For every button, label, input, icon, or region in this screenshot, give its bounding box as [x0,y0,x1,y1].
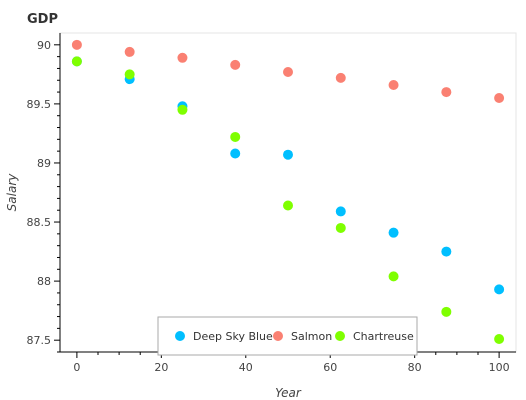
x-tick-label: 100 [489,361,510,374]
chart-title: GDP [27,12,58,27]
data-point [230,148,241,159]
y-tick-label: 89.5 [27,98,52,111]
data-point [494,334,505,345]
legend: Deep Sky Blue Salmon Chartreuse [157,316,418,356]
x-axis-title: Year [275,386,302,400]
data-point [388,271,399,282]
data-point [177,104,188,115]
data-point [388,79,399,90]
data-point [494,92,505,103]
data-point [124,46,135,57]
data-point [441,246,452,257]
legend-label: Chartreuse [353,330,414,343]
data-point [283,200,293,211]
data-point [230,131,241,142]
y-tick-label: 87.5 [27,334,52,347]
data-point [494,284,505,295]
data-point [335,206,346,217]
data-point [124,69,135,80]
data-point [335,222,346,233]
data-point [283,149,293,160]
y-axis-title: Salary [5,173,19,212]
y-tick-label: 88 [37,275,51,288]
data-point [177,52,188,63]
x-tick-label: 0 [73,361,80,374]
legend-label: Salmon [291,330,332,343]
data-point [71,56,82,67]
legend-swatch [273,331,283,341]
data-point [283,66,293,77]
x-tick-label: 40 [239,361,253,374]
legend-swatch [175,331,185,341]
y-tick-label: 89 [37,157,51,170]
data-point [71,39,82,50]
x-tick-label: 20 [154,361,168,374]
data-point [441,87,452,98]
data-point [388,227,399,238]
data-point [230,59,241,70]
legend-swatch [335,331,345,341]
legend-box [157,316,418,356]
x-tick-label: 80 [408,361,422,374]
y-tick-label: 90 [37,39,51,52]
data-point [441,306,452,317]
legend-label: Deep Sky Blue [193,330,273,343]
y-tick-label: 88.5 [27,216,52,229]
data-point [335,72,346,83]
x-tick-label: 60 [323,361,337,374]
data-points [71,39,505,345]
